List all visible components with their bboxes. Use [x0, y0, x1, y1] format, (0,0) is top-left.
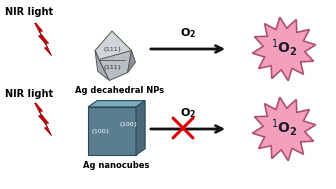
Polygon shape	[35, 103, 46, 124]
Polygon shape	[35, 23, 46, 44]
Text: $^1\mathbf{O_2}$: $^1\mathbf{O_2}$	[271, 118, 297, 139]
Text: {100}: {100}	[90, 129, 110, 133]
Text: {111}: {111}	[102, 46, 122, 51]
Polygon shape	[95, 31, 131, 60]
Polygon shape	[41, 115, 52, 136]
Text: $^1\mathbf{O_2}$: $^1\mathbf{O_2}$	[271, 37, 297, 59]
Polygon shape	[128, 50, 135, 73]
Text: Ag nanocubes: Ag nanocubes	[83, 161, 150, 170]
Polygon shape	[88, 107, 136, 155]
Polygon shape	[41, 35, 52, 56]
Polygon shape	[136, 101, 145, 155]
Polygon shape	[252, 97, 316, 161]
Text: $\mathbf{O_2}$: $\mathbf{O_2}$	[180, 26, 196, 40]
Text: NIR light: NIR light	[5, 89, 53, 99]
Polygon shape	[252, 17, 316, 81]
Text: {111}: {111}	[102, 64, 122, 70]
Polygon shape	[99, 50, 131, 80]
Text: {100}: {100}	[118, 122, 138, 126]
Polygon shape	[88, 101, 145, 107]
Text: NIR light: NIR light	[5, 7, 53, 17]
Text: $\mathbf{O_2}$: $\mathbf{O_2}$	[180, 106, 196, 120]
Text: Ag decahedral NPs: Ag decahedral NPs	[75, 86, 164, 95]
Polygon shape	[95, 50, 110, 80]
